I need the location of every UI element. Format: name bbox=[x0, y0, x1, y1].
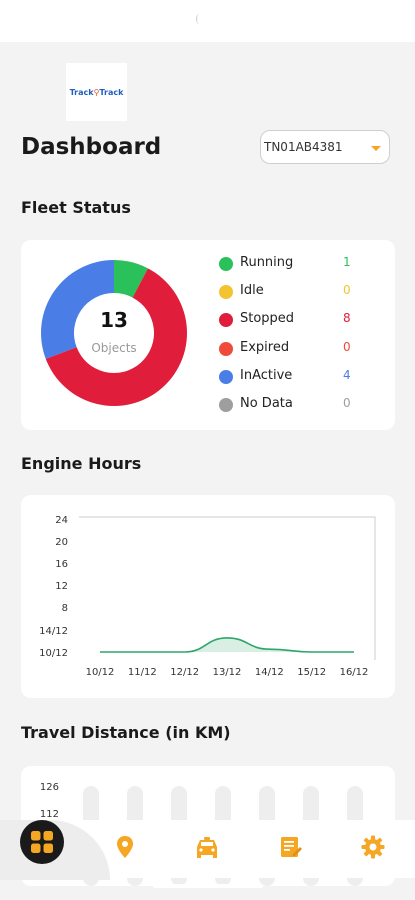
status-bar bbox=[0, 0, 415, 42]
legend-item-idle[interactable]: Idle 0 bbox=[219, 278, 359, 306]
dashboard-icon bbox=[31, 831, 53, 853]
donut-svg bbox=[40, 260, 188, 406]
donut-total-label: Objects bbox=[91, 341, 137, 355]
legend-dot bbox=[219, 397, 233, 412]
vehicle-select-value: TN01AB4381 bbox=[264, 140, 343, 154]
report-icon bbox=[281, 837, 302, 857]
y-tick-label: 126 bbox=[40, 782, 59, 793]
legend-label: Expired bbox=[240, 339, 290, 355]
legend-dot bbox=[219, 285, 233, 300]
nav-dashboard[interactable] bbox=[20, 820, 64, 864]
legend-count: 4 bbox=[343, 367, 351, 382]
logo-text: Track⚲Track bbox=[69, 87, 124, 97]
legend-label: InActive bbox=[240, 367, 293, 383]
legend-dot bbox=[219, 369, 233, 384]
chart-frame bbox=[79, 516, 376, 660]
engine-hours-area bbox=[100, 637, 354, 652]
legend-dot bbox=[219, 313, 233, 328]
page-title: Dashboard bbox=[21, 134, 162, 160]
x-tick-label: 10/12 bbox=[86, 667, 115, 678]
legend-count: 1 bbox=[343, 255, 351, 269]
x-tick-label: 12/12 bbox=[170, 667, 199, 678]
camera-cutout bbox=[196, 14, 202, 24]
fleet-status-title: Fleet Status bbox=[21, 198, 131, 217]
y-tick-label: 12 bbox=[55, 581, 68, 592]
legend-dot bbox=[219, 257, 233, 271]
fleet-status-card: 13 Objects Running 1 Idle 0 Stopped 8 Ex… bbox=[21, 240, 395, 430]
legend-count: 0 bbox=[343, 283, 351, 298]
nav-location[interactable] bbox=[112, 834, 138, 860]
legend-dot bbox=[219, 341, 233, 356]
x-tick-label: 11/12 bbox=[128, 667, 157, 678]
nav-reports[interactable] bbox=[277, 834, 303, 860]
y-tick-label: 16 bbox=[55, 559, 68, 570]
chevron-down-icon bbox=[371, 146, 381, 151]
engine-hours-chart: 24 20 16 12 8 14/12 10/12 10/12 11/12 12/12 13/12 1… bbox=[39, 515, 376, 678]
nav-settings[interactable] bbox=[360, 834, 386, 860]
legend-label: Idle bbox=[240, 283, 264, 299]
engine-hours-line bbox=[100, 637, 354, 653]
donut-total: 13 bbox=[100, 308, 128, 332]
app-logo: Track⚲Track bbox=[66, 63, 127, 121]
y-tick-label: 24 bbox=[55, 515, 68, 526]
legend-item-inactive[interactable]: InActive 4 bbox=[219, 363, 359, 391]
legend-item-running[interactable]: Running 1 bbox=[219, 250, 359, 278]
x-tick-label: 15/12 bbox=[297, 667, 326, 678]
fleet-legend: Running 1 Idle 0 Stopped 8 Expired 0 InA… bbox=[219, 250, 359, 419]
y-tick-label: 14/12 bbox=[39, 626, 68, 637]
home-indicator[interactable] bbox=[153, 884, 263, 888]
vehicle-select[interactable]: TN01AB4381 bbox=[260, 130, 390, 164]
legend-item-stopped[interactable]: Stopped 8 bbox=[219, 306, 359, 334]
y-tick-label: 20 bbox=[55, 537, 68, 548]
donut-slice-inactive[interactable] bbox=[40, 260, 114, 359]
y-tick-label: 10/12 bbox=[39, 648, 68, 659]
legend-label: Stopped bbox=[240, 311, 295, 327]
settings-icon bbox=[361, 835, 385, 859]
legend-item-no-data[interactable]: No Data 0 bbox=[219, 391, 359, 419]
legend-label: Running bbox=[240, 255, 294, 270]
fleet-donut-chart: 13 Objects bbox=[40, 260, 188, 406]
y-tick-label: 112 bbox=[40, 809, 59, 820]
travel-distance-title: Travel Distance (in KM) bbox=[21, 723, 231, 742]
nav-vehicles[interactable] bbox=[194, 834, 220, 860]
donut-slice-running[interactable] bbox=[114, 260, 148, 298]
engine-hours-title: Engine Hours bbox=[21, 454, 142, 473]
bottom-nav bbox=[0, 820, 415, 880]
legend-count: 0 bbox=[343, 339, 351, 354]
location-pin-icon bbox=[117, 836, 133, 858]
car-icon bbox=[197, 837, 217, 858]
y-tick-label: 8 bbox=[62, 603, 68, 614]
legend-item-expired[interactable]: Expired 0 bbox=[219, 335, 359, 363]
x-tick-label: 14/12 bbox=[255, 667, 284, 678]
legend-count: 8 bbox=[343, 311, 351, 326]
legend-label: No Data bbox=[240, 395, 293, 411]
x-tick-label: 13/12 bbox=[213, 667, 242, 678]
x-tick-label: 16/12 bbox=[340, 667, 369, 678]
donut-slice-stopped[interactable] bbox=[45, 268, 188, 406]
engine-hours-card: 24 20 16 12 8 14/12 10/12 10/12 11/12 12/12 13/12 1… bbox=[21, 495, 395, 698]
legend-count: 0 bbox=[343, 395, 351, 410]
